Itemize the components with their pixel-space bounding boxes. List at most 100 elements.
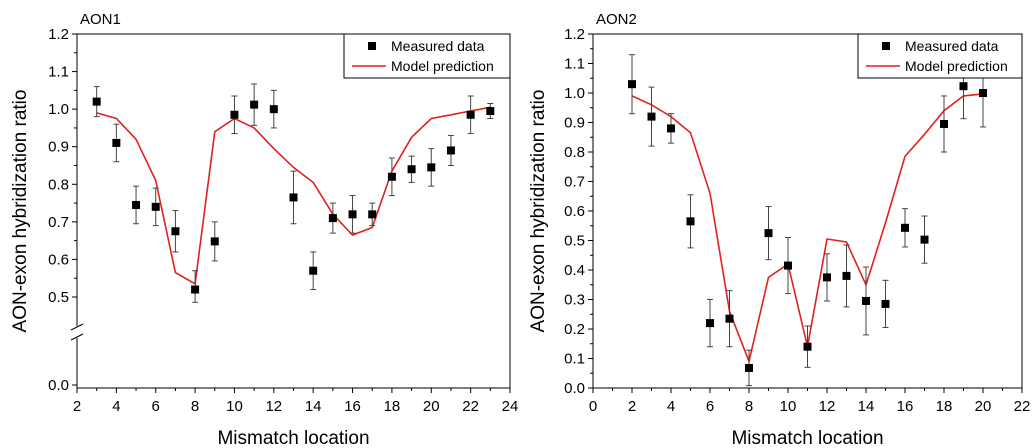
legend: Measured data Model prediction	[343, 33, 511, 79]
chart-panel-2: 0 2 4 6 8 10 12 14 16 18 20 22 0.0 0.1 0.2 0.3 0.4 0.5 0.6…	[528, 11, 1030, 448]
y-tick-label: 0.1	[564, 351, 585, 368]
legend-box	[343, 33, 511, 79]
x-tick-label: 4	[112, 398, 120, 415]
data-point-measured	[171, 227, 180, 236]
y-axis-title: AON-exon hybridization ratio	[528, 90, 549, 333]
x-tick-label: 8	[745, 398, 753, 415]
panel-title: AON2	[596, 11, 637, 28]
y-tick-label: 1.1	[564, 56, 585, 73]
data-point-measured	[628, 80, 636, 89]
y-tick-label: 1.0	[48, 101, 69, 118]
data-point-measured	[823, 273, 831, 282]
x-tick-label: 12	[265, 398, 282, 415]
x-tick-label: 4	[667, 398, 675, 415]
x-tick-label: 6	[706, 398, 714, 415]
data-point-measured	[132, 200, 141, 209]
legend-label-measured: Measured data	[391, 38, 485, 54]
y-axis-title: AON-exon hybridization ratio	[10, 90, 31, 333]
y-tick-label: 0.3	[564, 292, 585, 309]
data-point-measured	[920, 235, 929, 244]
x-tick-label: 22	[1014, 398, 1031, 415]
x-tick-label: 14	[858, 398, 875, 415]
data-point-measured	[191, 285, 200, 294]
x-tick-label: 18	[936, 398, 953, 415]
y-tick-label: 0.8	[564, 144, 585, 161]
x-tick-label: 14	[305, 398, 322, 415]
x-tick-label: 8	[191, 398, 199, 415]
data-point-measured	[803, 342, 812, 351]
y-tick-label: 0.2	[564, 321, 585, 338]
data-point-measured	[348, 210, 357, 219]
y-tick-label: 0.7	[564, 174, 585, 191]
x-tick-label: 16	[897, 398, 914, 415]
y-tick-label: 0.8	[48, 176, 69, 193]
y-tick-label: 0.5	[564, 233, 585, 250]
x-tick-label: 22	[462, 398, 479, 415]
data-point-measured	[486, 107, 495, 116]
x-tick-label: 2	[73, 398, 81, 415]
y-tick-label: 0.9	[564, 115, 585, 132]
y-tick-label: 0.6	[564, 203, 585, 220]
y-tick-label: 1.1	[48, 64, 69, 81]
legend-label-model: Model prediction	[905, 58, 1008, 74]
y-tick-label: 1.0	[564, 85, 585, 102]
data-point-measured	[725, 314, 734, 323]
data-point-measured	[764, 229, 773, 238]
x-tick-label: 10	[780, 398, 797, 415]
data-point-measured	[979, 89, 987, 97]
data-point-measured	[368, 210, 377, 219]
y-tick-label: 0.6	[48, 251, 69, 268]
chart-panel-1: 2 4 6 8 10 12 14 16 18 20 22 240.00.50.60.70.80.91.…	[10, 11, 518, 448]
axis-break-mark-lower	[70, 333, 84, 341]
data-point-measured	[92, 97, 101, 106]
x-tick-label: 18	[384, 398, 401, 415]
data-point-measured	[210, 237, 219, 246]
data-point-measured	[387, 172, 396, 181]
data-point-measured	[706, 319, 714, 328]
data-point-measured	[427, 163, 436, 172]
x-tick-label: 0	[589, 398, 597, 415]
legend-marker-measured	[882, 42, 890, 50]
axis-break-mark-upper	[70, 323, 84, 331]
x-tick-label: 6	[152, 398, 160, 415]
legend-label-measured: Measured data	[905, 38, 999, 54]
data-point-measured	[328, 214, 337, 223]
data-point-measured	[901, 223, 909, 232]
x-tick-label: 24	[502, 398, 519, 415]
y-tick-label: 0.9	[48, 139, 69, 156]
data-point-measured	[269, 105, 278, 114]
data-point-measured	[647, 112, 656, 121]
x-tick-label: 10	[226, 398, 243, 415]
data-point-measured	[466, 110, 475, 119]
data-point-measured	[667, 124, 675, 133]
data-point-measured	[289, 193, 298, 202]
y-tick-label: 1.2	[48, 26, 69, 43]
data-point-measured	[230, 110, 239, 119]
data-point-measured	[881, 299, 890, 308]
x-tick-label: 20	[975, 398, 992, 415]
y-tick-label: 0.7	[48, 214, 69, 231]
y-tick-label: 0.0	[48, 377, 69, 394]
panel-title: AON1	[80, 11, 121, 28]
data-point-measured	[745, 363, 753, 372]
x-tick-label: 16	[344, 398, 361, 415]
data-point-measured	[407, 165, 416, 174]
data-point-measured	[686, 217, 695, 226]
y-tick-label: 1.2	[564, 26, 585, 43]
legend: Measured data Model prediction	[857, 33, 1023, 79]
data-point-measured	[151, 202, 160, 211]
data-point-measured	[309, 266, 318, 275]
series-line-model-prediction	[631, 93, 984, 365]
data-point-measured	[446, 146, 455, 155]
data-point-measured	[940, 119, 948, 128]
x-axis-title: Mismatch location	[731, 428, 883, 448]
x-axis-title: Mismatch location	[217, 428, 369, 448]
x-tick-label: 20	[423, 398, 440, 415]
legend-label-model: Model prediction	[391, 58, 494, 74]
y-tick-label: 0.4	[564, 262, 585, 279]
data-point-measured	[112, 138, 121, 147]
data-point-measured	[842, 271, 851, 280]
x-tick-label: 2	[628, 398, 636, 415]
legend-box	[857, 33, 1023, 79]
